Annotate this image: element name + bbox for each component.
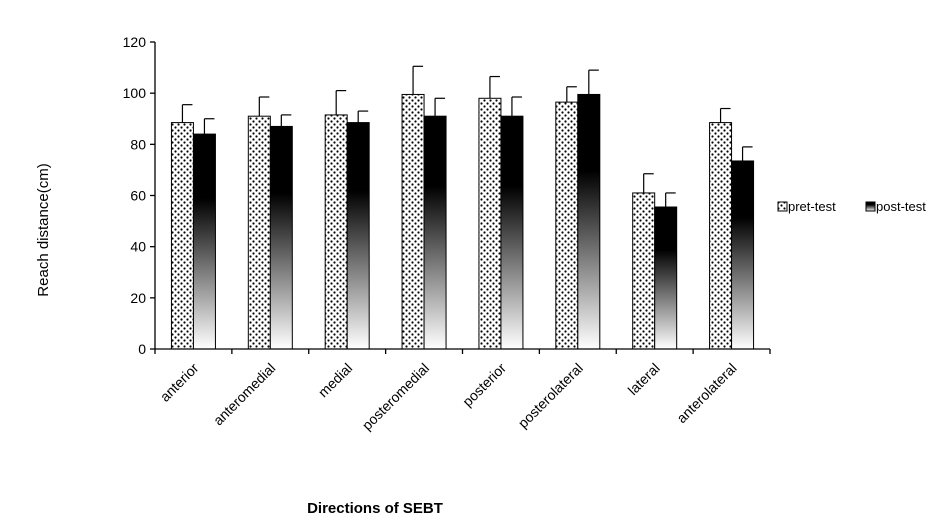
- bar-post-test-medial: [346, 122, 370, 350]
- x-tick-labels: anterior anteromedial medial posteromedial p…: [157, 360, 740, 434]
- error-bar-pret-test-medial: [335, 90, 347, 115]
- axes-layer: [150, 41, 771, 354]
- error-bar-post-test-posterolateral: [588, 69, 599, 95]
- y-tick-label: 80: [130, 136, 146, 152]
- bar-post-test-lateral: [654, 206, 678, 350]
- bar-post-test-anterior: [192, 133, 216, 350]
- legend-label-pret-test: pret-test: [788, 199, 836, 214]
- error-bar-post-test-anterolateral: [741, 146, 753, 161]
- y-axis-title: Reach distance(cm): [35, 163, 52, 296]
- x-tick-label-medial: medial: [315, 360, 355, 400]
- error-bar-pret-test-posteromedial: [412, 65, 424, 95]
- x-tick-label-lateral: lateral: [625, 360, 663, 398]
- error-bar-pret-test-posterior: [489, 75, 500, 99]
- x-tick-label-anterior: anterior: [157, 360, 202, 405]
- y-tick-label: 100: [123, 85, 147, 101]
- error-bar-pret-test-anterior: [181, 104, 193, 123]
- bar-pret-test-medial: [324, 114, 348, 350]
- error-bar-pret-test-lateral: [643, 173, 654, 193]
- error-bar-post-test-medial: [357, 110, 369, 123]
- y-tick-labels: 0 20 40 60 80 100 120: [123, 34, 147, 357]
- error-bar-post-test-posteromedial: [434, 97, 446, 117]
- x-axis-title: Directions of SEBT: [307, 500, 443, 517]
- x-tick-label-posterior: posterior: [459, 360, 509, 410]
- x-tick-label-posterolateral: posterolateral: [515, 360, 586, 431]
- bar-post-test-anteromedial: [269, 125, 293, 350]
- bars-layer: [170, 93, 755, 350]
- bar-pret-test-anteromedial: [247, 115, 271, 350]
- y-tick-label: 20: [130, 290, 146, 306]
- bar-post-test-anterolateral: [731, 160, 755, 350]
- y-tick-label: 40: [130, 239, 146, 255]
- error-bar-post-test-anterior: [203, 118, 215, 135]
- bar-pret-test-anterolateral: [709, 122, 733, 350]
- y-tick-label: 60: [130, 188, 146, 204]
- bar-post-test-posterolateral: [577, 93, 601, 350]
- x-tick-label-posteromedial: posteromedial: [359, 360, 432, 433]
- bar-post-test-posterior: [500, 115, 524, 350]
- bar-post-test-posteromedial: [423, 115, 447, 350]
- y-tick-label: 120: [123, 34, 147, 50]
- legend-label-post-test: post-test: [876, 199, 926, 214]
- legend-swatch-pret-test: [777, 201, 788, 212]
- bar-pret-test-lateral: [632, 192, 656, 350]
- error-bar-post-test-posterior: [511, 96, 522, 117]
- error-bar-pret-test-anterolateral: [719, 107, 731, 123]
- error-bar-pret-test-posterolateral: [566, 86, 577, 103]
- x-tick-label-anterolateral: anterolateral: [673, 360, 739, 426]
- bar-pret-test-posterolateral: [555, 101, 579, 350]
- bar-pret-test-posterior: [478, 97, 502, 350]
- bar-pret-test-posteromedial: [401, 93, 425, 350]
- error-bars-layer: [181, 65, 753, 208]
- legend-swatch-post-test: [865, 201, 876, 212]
- error-bar-post-test-lateral: [665, 192, 676, 208]
- legend: pret-test post-test: [777, 199, 926, 214]
- bar-pret-test-anterior: [170, 122, 194, 350]
- error-bar-pret-test-anteromedial: [258, 96, 270, 117]
- y-tick-label: 0: [138, 341, 146, 357]
- error-bar-post-test-anteromedial: [280, 114, 292, 127]
- x-tick-label-anteromedial: anteromedial: [210, 360, 279, 429]
